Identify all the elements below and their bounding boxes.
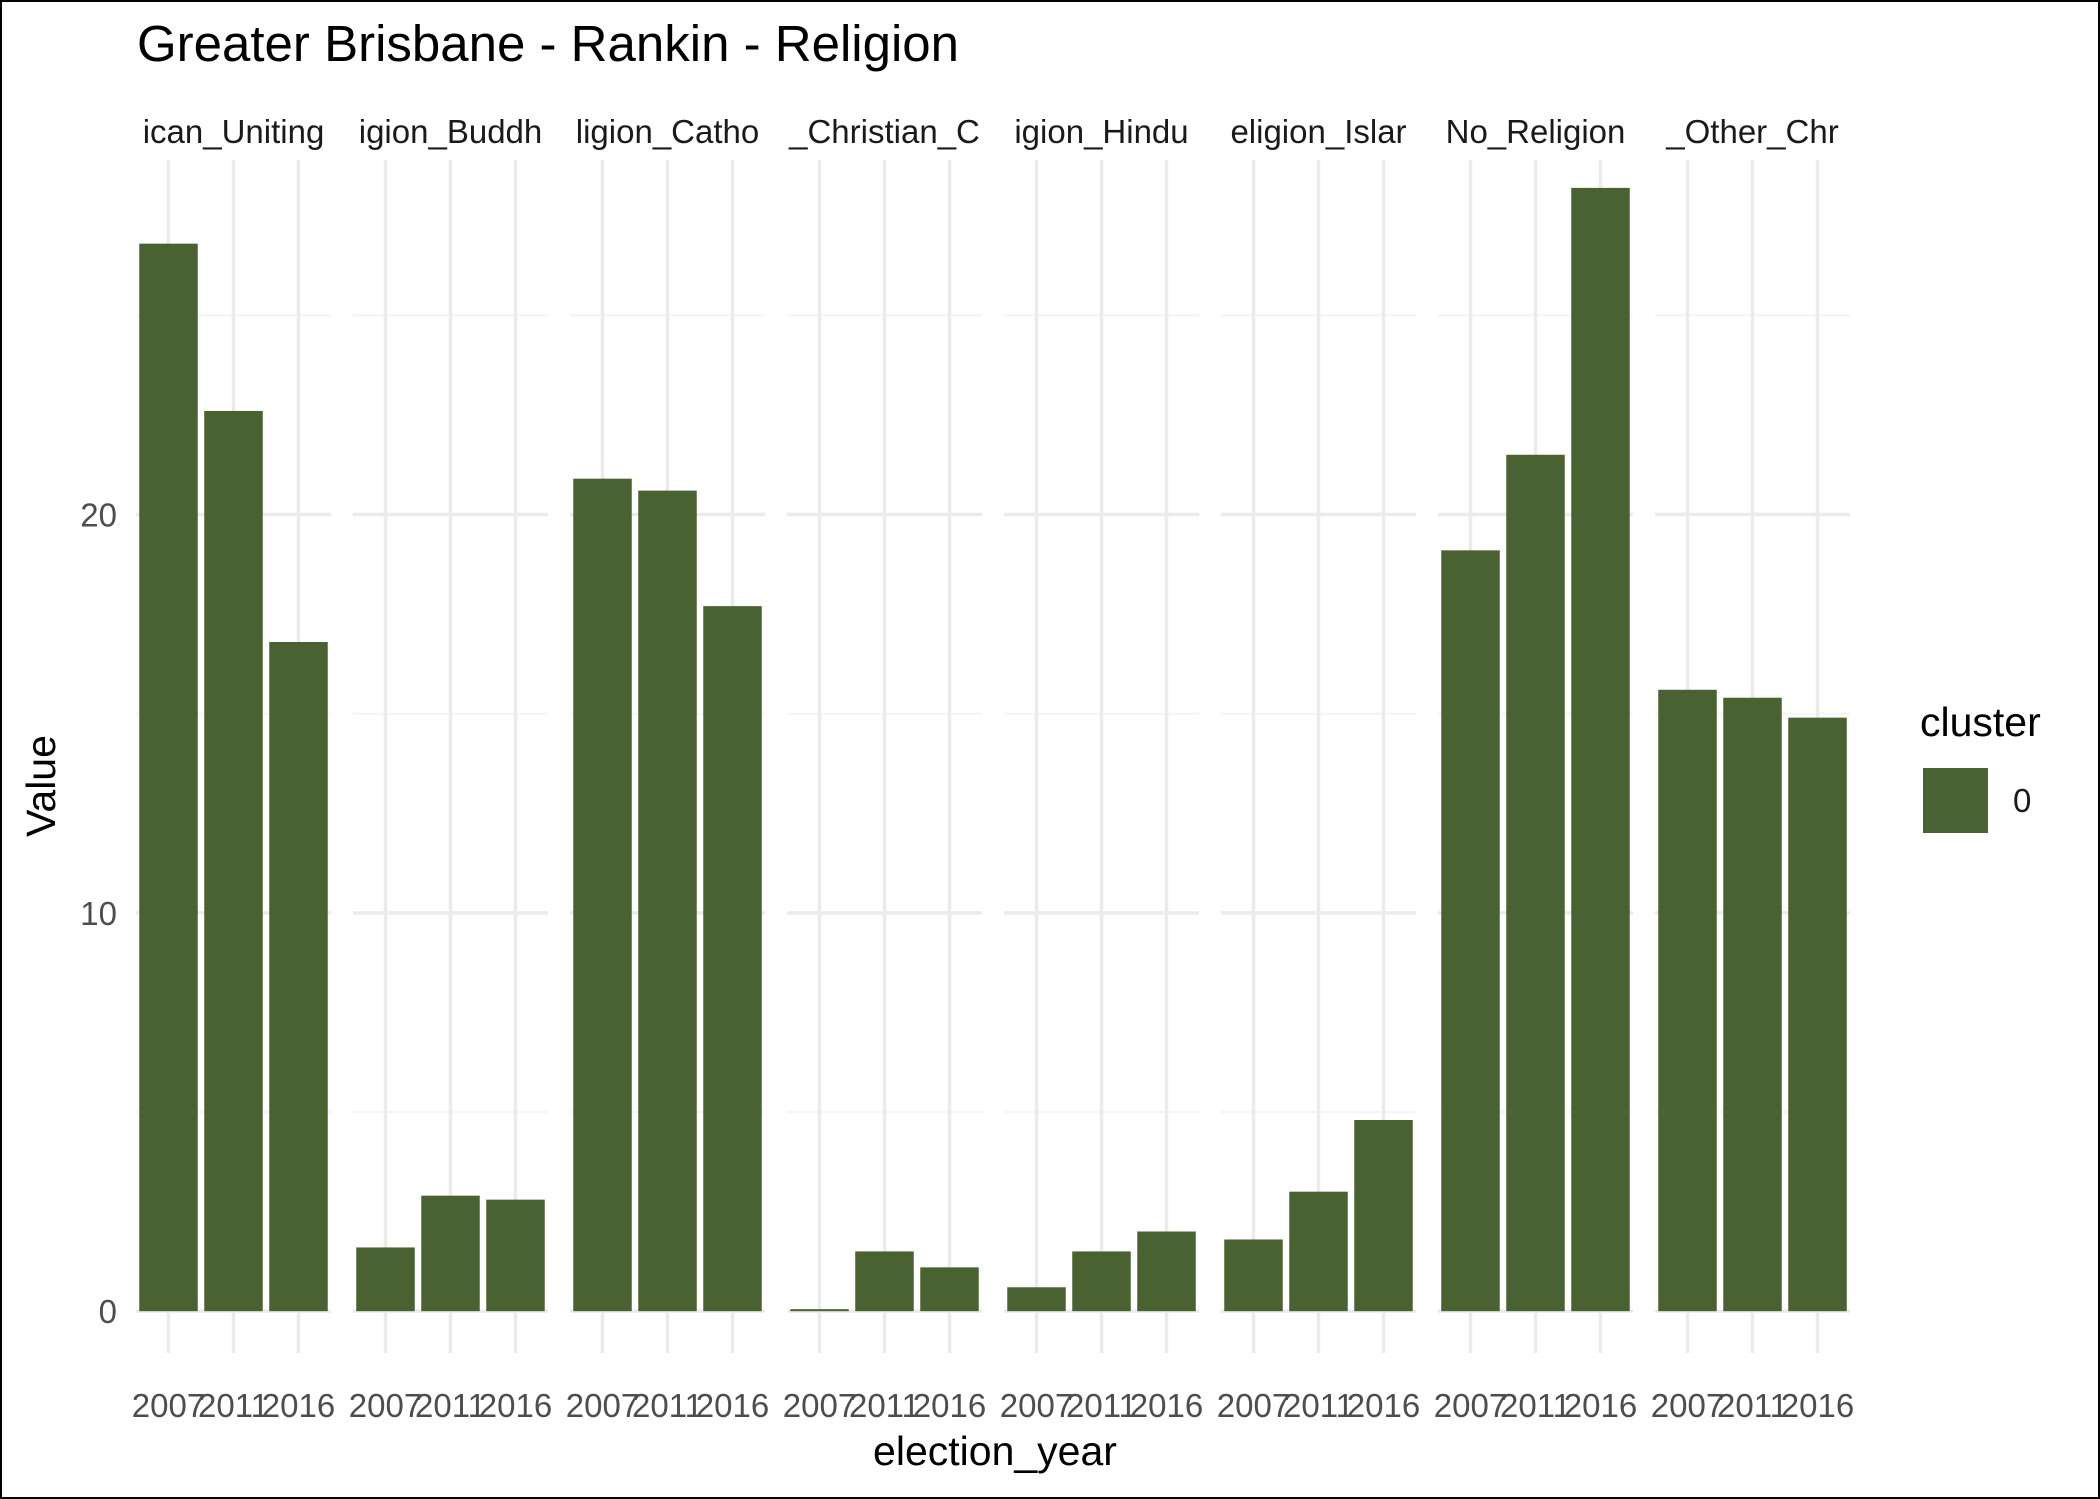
- x-tick-label: 2016: [262, 1387, 335, 1424]
- x-tick-label: 2007: [349, 1387, 422, 1424]
- x-tick-label: 2011: [415, 1387, 486, 1424]
- bar: [573, 478, 632, 1312]
- bar: [1788, 717, 1847, 1312]
- facet-panels: ican_Uniting200720112016igion_Buddh20072…: [132, 113, 1854, 1424]
- x-tick-label: 2016: [913, 1387, 986, 1424]
- facet-strip-label: No_Religion: [1446, 113, 1626, 150]
- x-tick-label: 2007: [1651, 1387, 1724, 1424]
- bar: [204, 410, 263, 1312]
- facet-strip-label: _Christian_C: [788, 113, 980, 150]
- bar: [486, 1199, 545, 1312]
- bar: [269, 641, 328, 1312]
- x-tick-label: 2011: [632, 1387, 703, 1424]
- facet-strip-label: eligion_Islar: [1230, 113, 1406, 150]
- legend-key: [1923, 768, 1988, 833]
- facet-strip-label: _Other_Chr: [1665, 113, 1838, 150]
- x-tick-label: 2011: [1283, 1387, 1354, 1424]
- facet-strip-label: ligion_Catho: [576, 113, 759, 150]
- x-axis-title: election_year: [873, 1428, 1117, 1474]
- legend: cluster 0: [1920, 699, 2041, 833]
- y-axis-title: Value: [18, 735, 64, 837]
- bar: [356, 1247, 415, 1312]
- bar: [1571, 187, 1630, 1312]
- x-tick-label: 2016: [479, 1387, 552, 1424]
- bar: [638, 490, 697, 1312]
- x-tick-label: 2016: [1130, 1387, 1203, 1424]
- x-tick-label: 2007: [1434, 1387, 1507, 1424]
- x-tick-label: 2007: [1000, 1387, 1073, 1424]
- x-tick-label: 2007: [783, 1387, 856, 1424]
- facet-strip-label: igion_Hindu: [1014, 113, 1188, 150]
- bar: [790, 1309, 849, 1312]
- facet-strip-label: igion_Buddh: [359, 113, 543, 150]
- bar: [139, 243, 198, 1312]
- x-tick-label: 2011: [849, 1387, 920, 1424]
- x-tick-label: 2011: [1066, 1387, 1137, 1424]
- bar: [1658, 689, 1717, 1312]
- bar: [1289, 1191, 1348, 1312]
- x-tick-label: 2016: [696, 1387, 769, 1424]
- x-tick-label: 2011: [1500, 1387, 1571, 1424]
- x-tick-label: 2011: [1717, 1387, 1788, 1424]
- bar: [855, 1251, 914, 1312]
- bar: [703, 606, 762, 1312]
- y-tick-label: 20: [80, 497, 117, 534]
- y-tick-label: 10: [80, 895, 117, 932]
- chart-title: Greater Brisbane - Rankin - Religion: [137, 15, 959, 72]
- bar: [1007, 1287, 1066, 1312]
- bar: [1137, 1231, 1196, 1312]
- x-tick-label: 2007: [566, 1387, 639, 1424]
- x-tick-label: 2007: [132, 1387, 205, 1424]
- x-tick-label: 2016: [1347, 1387, 1420, 1424]
- legend-title: cluster: [1920, 699, 2041, 745]
- bar: [1723, 697, 1782, 1312]
- bar: [1441, 550, 1500, 1312]
- y-tick-label: 0: [99, 1293, 117, 1330]
- bar: [1506, 454, 1565, 1312]
- bar: [1224, 1239, 1283, 1312]
- y-axis: 0 10 20: [80, 497, 117, 1331]
- x-tick-label: 2007: [1217, 1387, 1290, 1424]
- bar: [920, 1267, 979, 1312]
- bar: [421, 1195, 480, 1312]
- x-tick-label: 2011: [198, 1387, 269, 1424]
- x-tick-label: 2016: [1564, 1387, 1637, 1424]
- x-tick-label: 2016: [1781, 1387, 1854, 1424]
- bar: [1354, 1119, 1413, 1312]
- facet-strip-label: ican_Uniting: [143, 113, 325, 150]
- legend-label: 0: [2013, 782, 2031, 819]
- bar: [1072, 1251, 1131, 1312]
